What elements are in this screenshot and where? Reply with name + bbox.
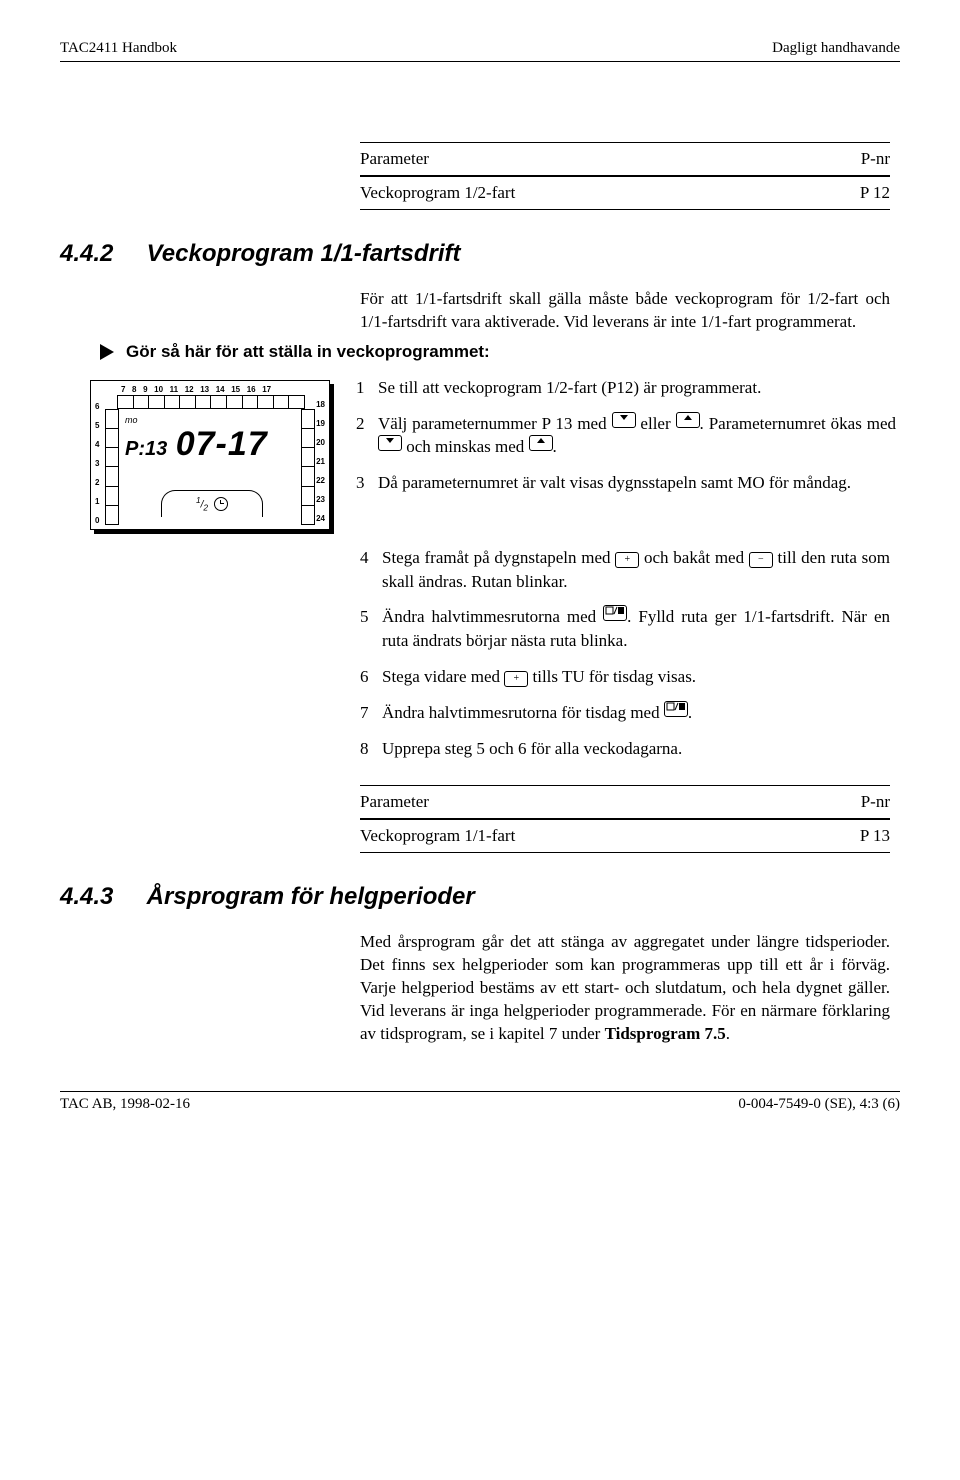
lcd-chip: 1/2 xyxy=(161,490,263,517)
pt1-rl: Veckoprogram 1/2-fart xyxy=(360,183,515,203)
triangle-icon xyxy=(100,344,114,360)
lcd-left-scale: 0123456 xyxy=(95,397,99,530)
heading-442: 4.4.2 Veckoprogram 1/1-fartsdrift xyxy=(60,240,900,268)
step1: Se till att veckoprogram 1/2-fart (P12) … xyxy=(378,376,896,400)
footer-right: 0-004-7549-0 (SE), 4:3 (6) xyxy=(738,1096,900,1113)
page-header: TAC2411 Handbok Dagligt handhavande xyxy=(60,40,900,62)
key-plus-icon: + xyxy=(615,552,639,568)
pt1-rr: P 12 xyxy=(860,183,890,203)
step2: Välj parameternummer P 13 med eller . Pa… xyxy=(378,412,896,460)
step3: Då parameternumret är valt visas dygnsst… xyxy=(378,471,896,495)
key-minus-icon: − xyxy=(749,552,773,568)
lcd-grid-right xyxy=(301,409,315,525)
step5: Ändra halvtimmesrutorna med . Fylld ruta… xyxy=(382,605,890,653)
key-plus-icon: + xyxy=(504,671,528,687)
key-toggle-icon xyxy=(664,701,688,717)
param-table-2: Parameter P-nr Veckoprogram 1/1-fart P 1… xyxy=(360,785,890,853)
pt2-hr: P-nr xyxy=(861,792,890,812)
key-down-icon xyxy=(612,412,636,428)
clock-icon xyxy=(214,497,228,511)
h442-title: Veckoprogram 1/1-fartsdrift xyxy=(147,240,461,267)
pt2-hl: Parameter xyxy=(360,792,429,812)
key-up-icon xyxy=(676,412,700,428)
page-footer: TAC AB, 1998-02-16 0-004-7549-0 (SE), 4:… xyxy=(60,1091,900,1113)
key-up-icon xyxy=(529,435,553,451)
lcd-grid-left xyxy=(105,409,119,525)
pt1-hl: Parameter xyxy=(360,149,429,169)
instruction-row: Gör så här för att ställa in veckoprogra… xyxy=(100,342,900,362)
heading-443: 4.4.3 Årsprogram för helgperioder xyxy=(60,883,900,911)
lcd-grid-top xyxy=(117,395,305,409)
lcd-right-scale: 18192021222324 xyxy=(316,395,325,528)
step7: Ändra halvtimmesrutorna för tisdag med . xyxy=(382,701,890,725)
steps-list: 1Se till att veckoprogram 1/2-fart (P12)… xyxy=(356,376,896,507)
lcd-param: P:13 xyxy=(125,438,167,461)
h443-title: Årsprogram för helgperioder xyxy=(147,883,475,910)
sec443-para: Med årsprogram går det att stänga av agg… xyxy=(360,931,890,1046)
step8: Upprepa steg 5 och 6 för alla veckodagar… xyxy=(382,737,890,761)
lcd-device: 7891011121314151617 0123456 181920212223… xyxy=(90,380,336,536)
step6: Stega vidare med + tills TU för tisdag v… xyxy=(382,665,890,689)
instruction-text: Gör så här för att ställa in veckoprogra… xyxy=(126,342,490,362)
h443-num: 4.4.3 xyxy=(60,883,140,911)
lcd-top-scale: 7891011121314151617 xyxy=(121,385,271,394)
h442-num: 4.4.2 xyxy=(60,240,140,268)
step4: Stega framåt på dygnstapeln med + och ba… xyxy=(382,546,890,594)
param-table-1: Parameter P-nr Veckoprogram 1/2-fart P 1… xyxy=(360,142,890,210)
lcd-chip-half: 1/2 xyxy=(196,495,208,512)
key-toggle-icon xyxy=(603,605,627,621)
sec442-para: För att 1/1-fartsdrift skall gälla måste… xyxy=(360,288,890,334)
footer-left: TAC AB, 1998-02-16 xyxy=(60,1096,190,1113)
sec443-bold: Tidsprogram 7.5 xyxy=(605,1024,726,1043)
lcd-mo: mo xyxy=(125,415,295,425)
header-left: TAC2411 Handbok xyxy=(60,40,177,57)
pt2-rl: Veckoprogram 1/1-fart xyxy=(360,826,515,846)
header-right: Dagligt handhavande xyxy=(772,40,900,57)
pt2-rr: P 13 xyxy=(860,826,890,846)
pt1-hr: P-nr xyxy=(861,149,890,169)
lcd-time: 07-17 xyxy=(176,425,268,464)
steps-list-cont: 4 Stega framåt på dygnstapeln med + och … xyxy=(360,546,890,761)
key-down-icon xyxy=(378,435,402,451)
